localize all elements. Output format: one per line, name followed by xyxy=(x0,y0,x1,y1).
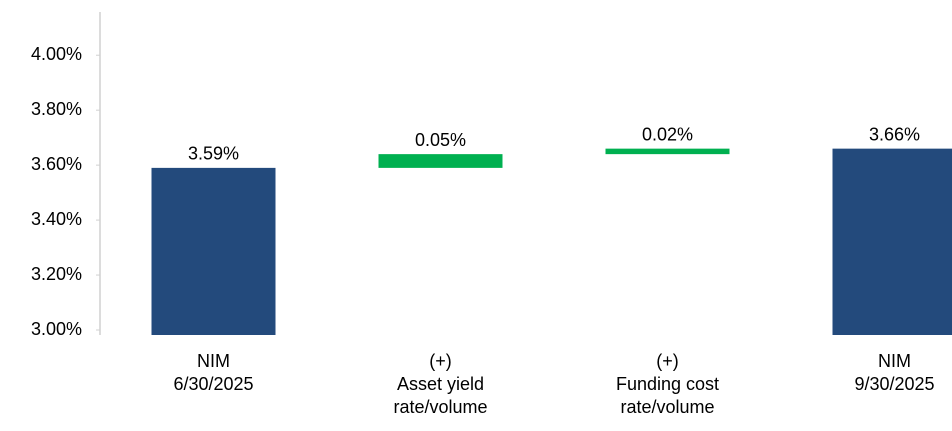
bar xyxy=(151,167,276,335)
x-tick-label: Funding cost xyxy=(616,374,719,394)
x-tick-label: NIM xyxy=(197,351,230,371)
value-label: 0.02% xyxy=(642,124,693,144)
x-tick-label: rate/volume xyxy=(620,397,714,417)
bar xyxy=(832,148,952,335)
value-label: 0.05% xyxy=(415,130,466,150)
value-label: 3.66% xyxy=(869,124,920,144)
x-tick-label: (+) xyxy=(656,351,679,371)
bar xyxy=(605,148,730,155)
value-label: 3.59% xyxy=(188,144,239,164)
x-tick-label: 6/30/2025 xyxy=(173,374,253,394)
x-tick-label: Asset yield xyxy=(397,374,484,394)
x-tick-label: (+) xyxy=(429,351,452,371)
y-tick-label: 3.20% xyxy=(31,264,82,284)
x-tick-label: rate/volume xyxy=(393,397,487,417)
x-tick-label: NIM xyxy=(878,351,911,371)
y-tick-label: 3.40% xyxy=(31,209,82,229)
bar xyxy=(378,154,503,168)
y-tick-label: 3.60% xyxy=(31,154,82,174)
y-tick-label: 3.80% xyxy=(31,99,82,119)
x-tick-label: 9/30/2025 xyxy=(854,374,934,394)
y-tick-label: 4.00% xyxy=(31,44,82,64)
y-tick-label: 3.00% xyxy=(31,319,82,339)
